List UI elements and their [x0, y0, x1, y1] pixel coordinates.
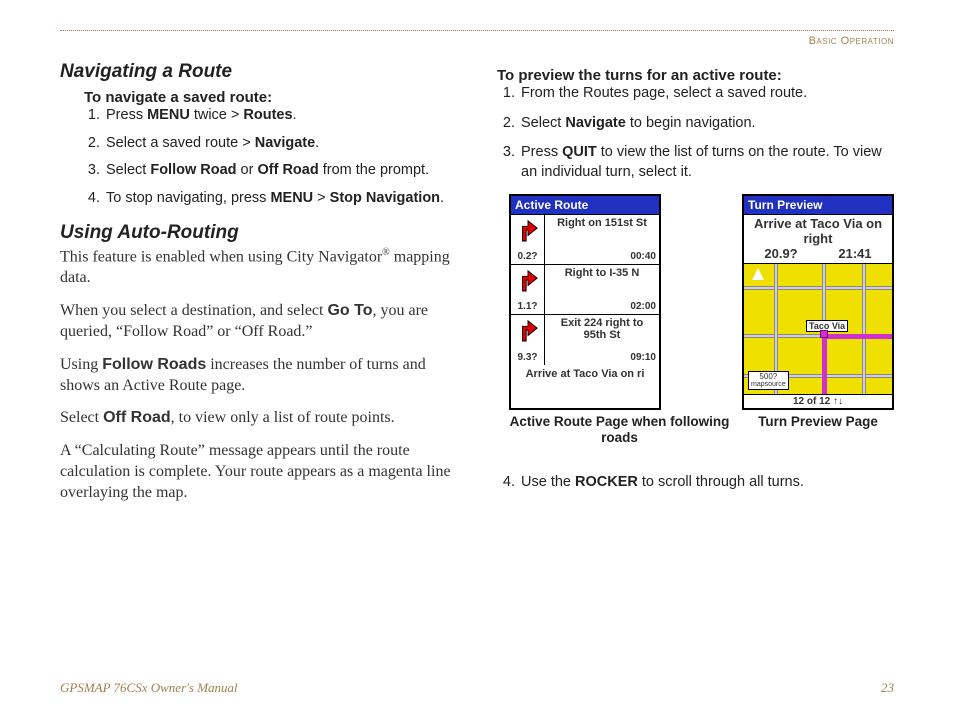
footer-title: GPSMAP 76CSx Owner's Manual [60, 680, 238, 696]
turn-arrow-icon: 9.3? [511, 315, 545, 365]
map-footer: 12 of 12 ↑↓ [744, 394, 892, 408]
header-rule [60, 30, 894, 31]
turn-row: 0.2? Right on 151st St 00:40 [511, 215, 659, 265]
nav-step: To stop navigating, press MENU > Stop Na… [104, 189, 457, 209]
cursor-icon [752, 268, 764, 280]
nav-step: Select Follow Road or Off Road from the … [104, 161, 457, 181]
auto-p5: A “Calculating Route” message appears un… [60, 441, 457, 503]
preview-step-4: Use the ROCKER to scroll through all tur… [519, 473, 894, 493]
turn-text: Right to I-35 N [548, 267, 656, 279]
preview-step-4-list: Use the ROCKER to scroll through all tur… [497, 473, 894, 493]
turn-arrow-icon: 1.1? [511, 265, 545, 314]
active-route-titlebar: Active Route [511, 196, 659, 215]
turn-preview-titlebar: Turn Preview [744, 196, 892, 215]
turn-time: 00:40 [548, 251, 656, 262]
auto-p2: When you select a destination, and selec… [60, 301, 457, 343]
device-screenshots: Active Route 0.2? Right on 151st St 00:40 1… [509, 194, 894, 446]
turn-time: 02:00 [548, 301, 656, 312]
subheading-navigate-saved: To navigate a saved route: [84, 89, 457, 106]
turn-distance: 0.2? [517, 251, 537, 262]
auto-p3: Using Follow Roads increases the number … [60, 355, 457, 397]
preview-step: From the Routes page, select a saved rou… [519, 84, 894, 104]
turn-text: Right on 151st St [548, 217, 656, 229]
preview-step: Press QUIT to view the list of turns on … [519, 143, 894, 182]
turn-text: Exit 224 right to 95th St [548, 317, 656, 341]
turn-distance: 1.1? [517, 301, 537, 312]
turn-row: 9.3? Exit 224 right to 95th St 09:10 [511, 315, 659, 365]
right-column: To preview the turns for an active route… [497, 61, 894, 504]
turn-time: 09:10 [548, 352, 656, 363]
left-column: Navigating a Route To navigate a saved r… [60, 61, 457, 504]
dest-marker-icon [820, 330, 828, 338]
nav-step: Select a saved route > Navigate. [104, 134, 457, 154]
navigate-steps: Press MENU twice > Routes. Select a saved… [60, 106, 457, 208]
arrive-row: Arrive at Taco Via on ri [511, 365, 659, 408]
map-area: Taco Via 500? mapsource [744, 264, 892, 394]
active-route-wrap: Active Route 0.2? Right on 151st St 00:40 1… [509, 194, 730, 446]
turn-preview-screen: Turn Preview Arrive at Taco Via on right… [742, 194, 894, 410]
turn-distance: 9.3? [517, 352, 537, 363]
preview-steps: From the Routes page, select a saved rou… [497, 84, 894, 182]
turn-preview-heading: Arrive at Taco Via on right [744, 215, 892, 246]
scale-box: 500? mapsource [748, 371, 789, 390]
nav-step: Press MENU twice > Routes. [104, 106, 457, 126]
section-header: Basic Operation [60, 35, 894, 47]
auto-p1: This feature is enabled when using City … [60, 246, 457, 289]
subheading-preview-turns: To preview the turns for an active route… [497, 67, 894, 84]
heading-auto-routing: Using Auto-Routing [60, 222, 457, 244]
scale-value: 500? [751, 373, 786, 381]
page-number: 23 [881, 680, 894, 696]
turn-row: 1.1? Right to I-35 N 02:00 [511, 265, 659, 315]
turn-preview-wrap: Turn Preview Arrive at Taco Via on right… [742, 194, 894, 446]
preview-step: Select Navigate to begin navigation. [519, 114, 894, 134]
page-footer: GPSMAP 76CSx Owner's Manual 23 [60, 680, 894, 696]
auto-p4: Select Off Road, to view only a list of … [60, 408, 457, 429]
turn-preview-stats: 20.9? 21:41 [744, 246, 892, 264]
active-route-screen: Active Route 0.2? Right on 151st St 00:40 1… [509, 194, 661, 410]
active-route-caption: Active Route Page when following roads [509, 414, 730, 446]
tp-stat-dist: 20.9? [764, 246, 797, 261]
content-columns: Navigating a Route To navigate a saved r… [60, 61, 894, 504]
tp-stat-time: 21:41 [838, 246, 871, 261]
heading-navigating: Navigating a Route [60, 61, 457, 83]
scale-source: mapsource [751, 381, 786, 388]
turn-preview-caption: Turn Preview Page [742, 414, 894, 430]
turn-arrow-icon: 0.2? [511, 215, 545, 264]
